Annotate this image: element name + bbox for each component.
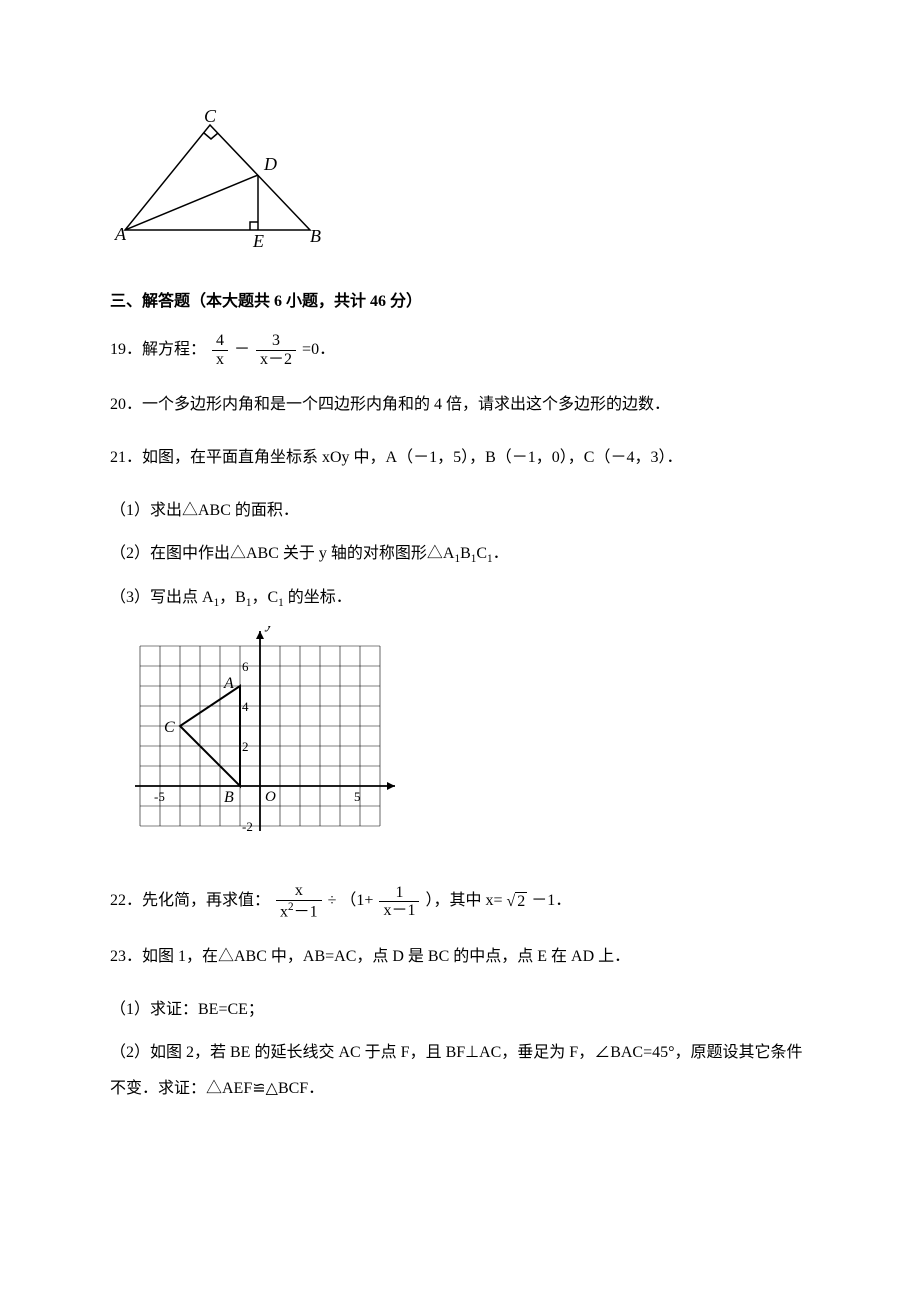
sqrt-2: √2 <box>506 884 527 919</box>
svg-text:4: 4 <box>242 699 249 714</box>
svg-text:C: C <box>164 719 175 736</box>
frac-1-over-xminus1: 1 x－1 <box>379 884 419 920</box>
frac-4-over-x: 4 x <box>212 332 228 368</box>
svg-text:5: 5 <box>354 789 361 804</box>
label-B: B <box>310 226 321 246</box>
q23-sub2: （2）如图 2，若 BE 的延长线交 AC 于点 F，且 BF⊥AC，垂足为 F… <box>110 1035 810 1105</box>
question-22: 22．先化简，再求值： x x2－1 ÷ （1+ 1 x－1 ），其中 x= √… <box>110 882 810 921</box>
minus-sign: － <box>234 341 250 358</box>
svg-text:B: B <box>224 789 234 806</box>
label-A: A <box>114 224 127 244</box>
q23-sub1: （1）求证：BE=CE； <box>110 992 810 1027</box>
svg-text:2: 2 <box>242 739 249 754</box>
frac-3-over-xminus2: 3 x－2 <box>256 332 296 368</box>
frac-x-over-x2minus1: x x2－1 <box>276 882 322 921</box>
label-D: D <box>263 154 277 174</box>
question-19: 19．解方程： 4 x － 3 x－2 =0． <box>110 332 810 368</box>
svg-text:-2: -2 <box>242 819 253 834</box>
question-21: 21．如图，在平面直角坐标系 xOy 中，A（－1，5），B（－1，0），C（－… <box>110 440 810 475</box>
question-20: 20．一个多边形内角和是一个四边形内角和的 4 倍，请求出这个多边形的边数． <box>110 387 810 422</box>
question-23: 23．如图 1，在△ABC 中，AB=AC，点 D 是 BC 的中点，点 E 在… <box>110 939 810 974</box>
svg-text:y: y <box>264 626 274 632</box>
svg-text:O: O <box>265 789 276 805</box>
section-3-title: 三、解答题（本大题共 6 小题，共计 46 分） <box>110 289 810 315</box>
divide-sign: ÷ <box>328 892 337 909</box>
q21-sub1: （1）求出△ABC 的面积． <box>110 493 810 528</box>
svg-text:A: A <box>223 675 234 692</box>
label-E: E <box>252 231 264 250</box>
q22-tail: －1． <box>531 892 571 909</box>
q22-prefix: 22．先化简，再求值： <box>110 892 270 909</box>
q19-prefix: 19．解方程： <box>110 341 206 358</box>
q21-sub3: （3）写出点 A1，B1，C1 的坐标． <box>110 580 810 616</box>
triangle-figure: A B C D E <box>110 110 810 259</box>
q19-suffix: =0． <box>302 341 335 358</box>
q21-sub2: （2）在图中作出△ABC 关于 y 轴的对称图形△A1B1C1． <box>110 536 810 572</box>
svg-text:6: 6 <box>242 659 249 674</box>
paren-close: ），其中 x= <box>425 892 502 909</box>
svg-text:-5: -5 <box>154 789 165 804</box>
label-C: C <box>204 110 217 126</box>
paren-open: （1+ <box>340 892 373 909</box>
coordinate-grid: xyO5-5246-2ABC <box>110 626 810 865</box>
